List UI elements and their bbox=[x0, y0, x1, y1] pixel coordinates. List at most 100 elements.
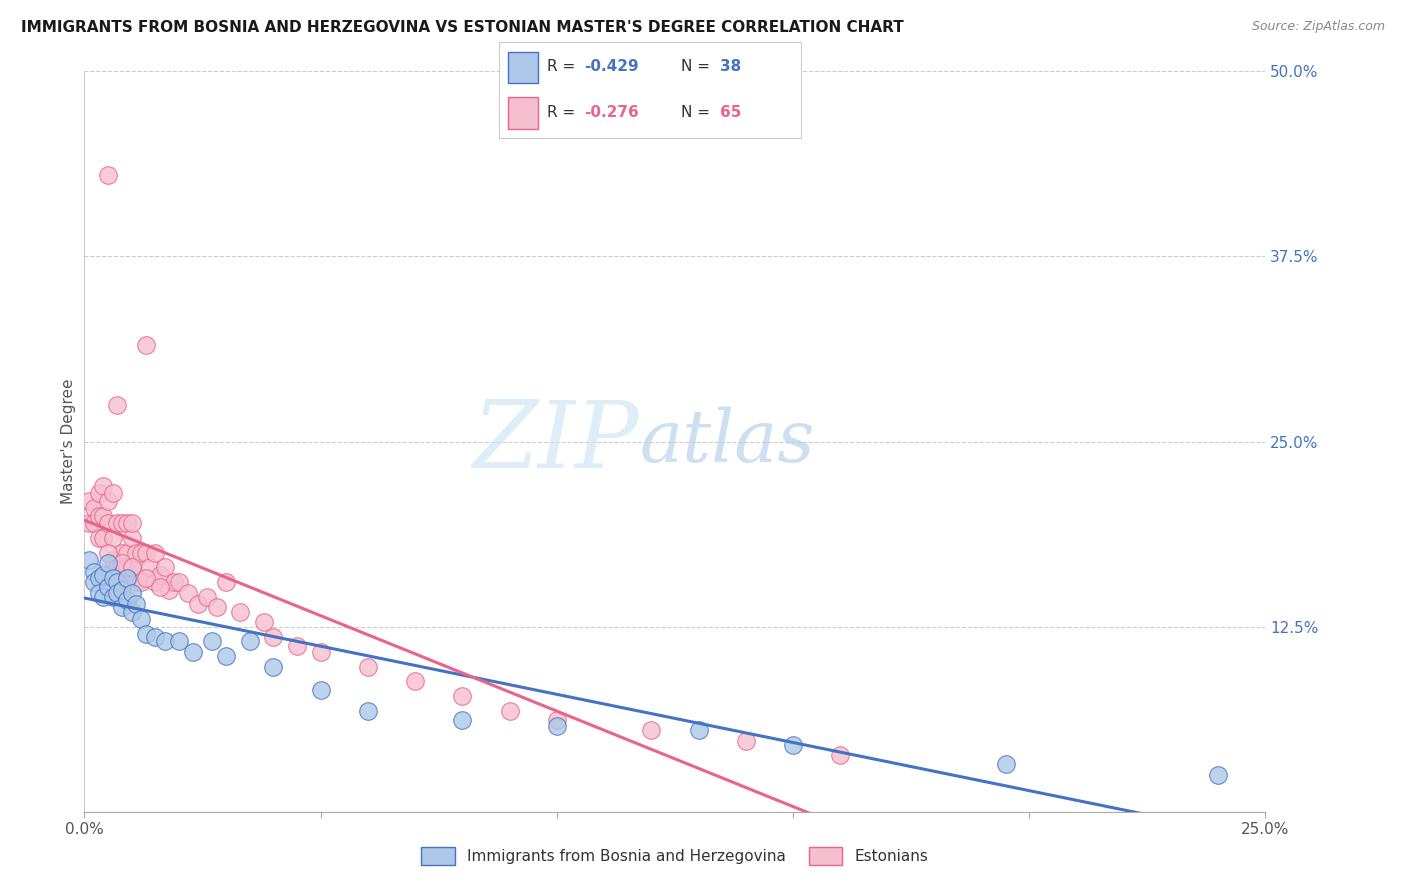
Text: 38: 38 bbox=[720, 60, 741, 74]
Point bbox=[115, 593, 138, 607]
Point bbox=[253, 615, 276, 630]
Point bbox=[97, 168, 120, 182]
Point bbox=[107, 516, 129, 530]
Point bbox=[734, 733, 756, 747]
Point bbox=[404, 674, 426, 689]
Point bbox=[167, 634, 190, 648]
Point bbox=[229, 605, 252, 619]
Point bbox=[87, 585, 110, 599]
Point bbox=[129, 546, 152, 560]
Point bbox=[143, 546, 166, 560]
Point bbox=[83, 575, 105, 590]
Point bbox=[83, 516, 105, 530]
Legend: Immigrants from Bosnia and Herzegovina, Estonians: Immigrants from Bosnia and Herzegovina, … bbox=[415, 841, 935, 871]
Point bbox=[153, 634, 176, 648]
FancyBboxPatch shape bbox=[508, 97, 538, 128]
Y-axis label: Master's Degree: Master's Degree bbox=[60, 379, 76, 504]
Point bbox=[101, 531, 124, 545]
Text: atlas: atlas bbox=[640, 406, 815, 477]
Point bbox=[135, 338, 157, 352]
Point bbox=[451, 713, 474, 727]
Point bbox=[77, 516, 100, 530]
Point bbox=[91, 567, 114, 582]
Point bbox=[121, 516, 143, 530]
Text: Source: ZipAtlas.com: Source: ZipAtlas.com bbox=[1251, 20, 1385, 33]
Point bbox=[143, 630, 166, 644]
Point bbox=[195, 590, 218, 604]
Point bbox=[97, 516, 120, 530]
Point bbox=[143, 575, 166, 590]
Point bbox=[111, 575, 134, 590]
Point bbox=[187, 598, 209, 612]
Point bbox=[101, 553, 124, 567]
Point bbox=[149, 567, 172, 582]
Point bbox=[309, 683, 332, 698]
Point bbox=[309, 645, 332, 659]
Text: R =: R = bbox=[547, 60, 581, 74]
Point bbox=[262, 659, 284, 673]
Point bbox=[97, 493, 120, 508]
Point bbox=[91, 508, 114, 523]
Point bbox=[546, 713, 568, 727]
Point bbox=[107, 575, 129, 590]
Point bbox=[830, 748, 852, 763]
Point bbox=[357, 659, 380, 673]
Point bbox=[153, 560, 176, 574]
Point bbox=[201, 634, 224, 648]
Point bbox=[139, 560, 162, 574]
Point bbox=[129, 575, 152, 590]
Point bbox=[167, 575, 190, 590]
Point bbox=[121, 531, 143, 545]
Point bbox=[77, 493, 100, 508]
Point bbox=[205, 600, 228, 615]
Point bbox=[994, 757, 1017, 772]
Point bbox=[498, 704, 520, 718]
Point bbox=[83, 501, 105, 516]
Text: -0.276: -0.276 bbox=[583, 104, 638, 120]
Point bbox=[111, 516, 134, 530]
Point bbox=[111, 582, 134, 597]
Point bbox=[111, 556, 134, 570]
Text: 65: 65 bbox=[720, 104, 741, 120]
Point bbox=[107, 585, 129, 599]
Point bbox=[285, 639, 308, 653]
Point bbox=[83, 565, 105, 579]
Point bbox=[157, 582, 180, 597]
Point bbox=[357, 704, 380, 718]
Point bbox=[135, 546, 157, 560]
Point bbox=[91, 531, 114, 545]
Point bbox=[782, 738, 804, 752]
Point bbox=[129, 612, 152, 626]
Point bbox=[121, 585, 143, 599]
Text: N =: N = bbox=[681, 60, 714, 74]
Point bbox=[135, 627, 157, 641]
Point bbox=[239, 634, 262, 648]
Text: R =: R = bbox=[547, 104, 581, 120]
Point bbox=[87, 531, 110, 545]
Point bbox=[115, 516, 138, 530]
Point bbox=[177, 585, 200, 599]
Point bbox=[125, 598, 148, 612]
Point bbox=[91, 479, 114, 493]
Text: N =: N = bbox=[681, 104, 714, 120]
Point bbox=[77, 553, 100, 567]
Point bbox=[640, 723, 662, 738]
Point bbox=[87, 486, 110, 500]
Point bbox=[125, 546, 148, 560]
Point bbox=[97, 546, 120, 560]
Point bbox=[121, 560, 143, 574]
Point bbox=[451, 690, 474, 704]
Point bbox=[101, 486, 124, 500]
Point bbox=[115, 560, 138, 574]
Point bbox=[107, 560, 129, 574]
Text: -0.429: -0.429 bbox=[583, 60, 638, 74]
Point bbox=[121, 605, 143, 619]
Point bbox=[163, 575, 186, 590]
Point bbox=[181, 645, 204, 659]
Point bbox=[1206, 767, 1229, 781]
Point bbox=[688, 723, 710, 738]
Point bbox=[115, 546, 138, 560]
Point bbox=[121, 560, 143, 574]
Point bbox=[149, 580, 172, 594]
Point bbox=[101, 571, 124, 585]
